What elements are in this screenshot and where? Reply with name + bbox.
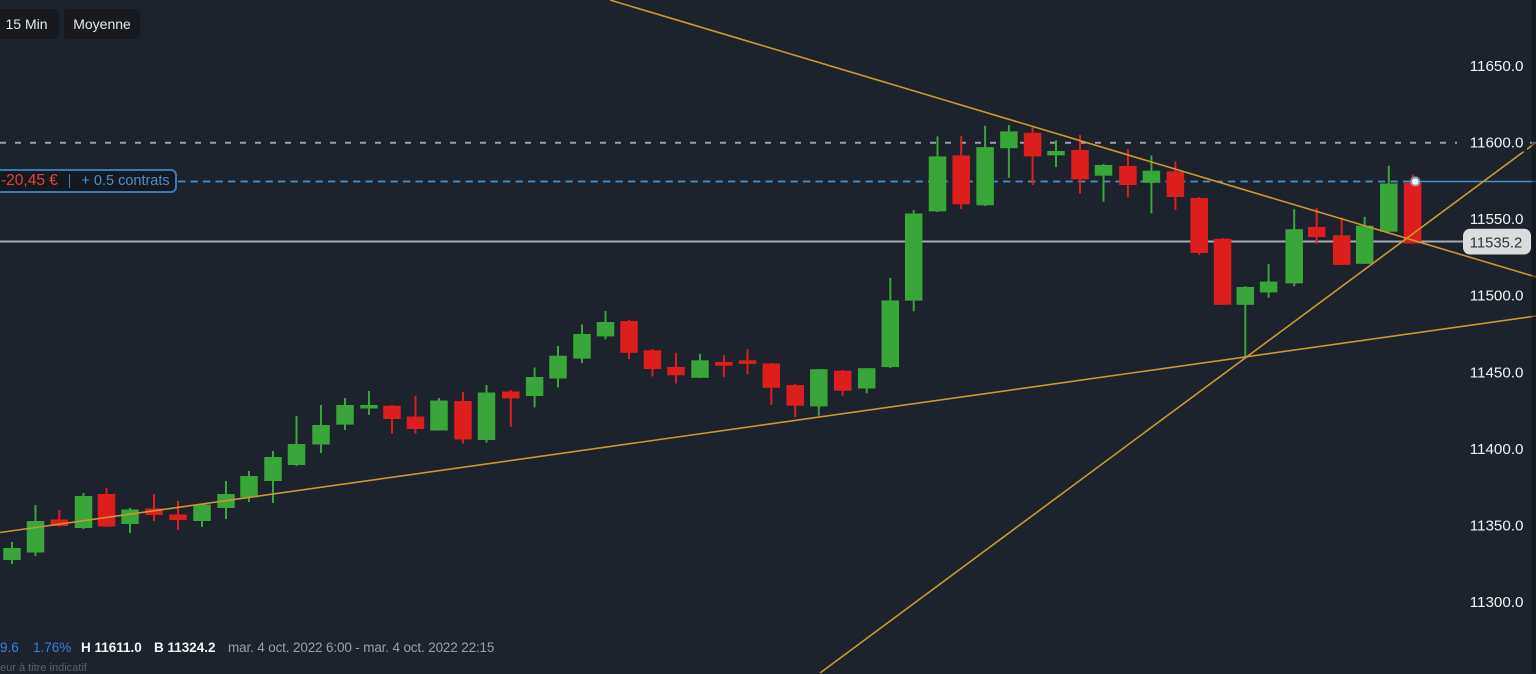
svg-text:11600.0: 11600.0 bbox=[1470, 135, 1524, 152]
svg-text:11650.0: 11650.0 bbox=[1470, 58, 1524, 75]
svg-text:11300.0: 11300.0 bbox=[1470, 594, 1524, 611]
svg-text:11500.0: 11500.0 bbox=[1470, 288, 1524, 305]
svg-text:11535.2: 11535.2 bbox=[1470, 236, 1522, 252]
svg-text:11550.0: 11550.0 bbox=[1470, 211, 1524, 228]
svg-text:11400.0: 11400.0 bbox=[1470, 441, 1524, 458]
svg-text:11350.0: 11350.0 bbox=[1470, 517, 1524, 534]
svg-text:11450.0: 11450.0 bbox=[1470, 364, 1524, 381]
